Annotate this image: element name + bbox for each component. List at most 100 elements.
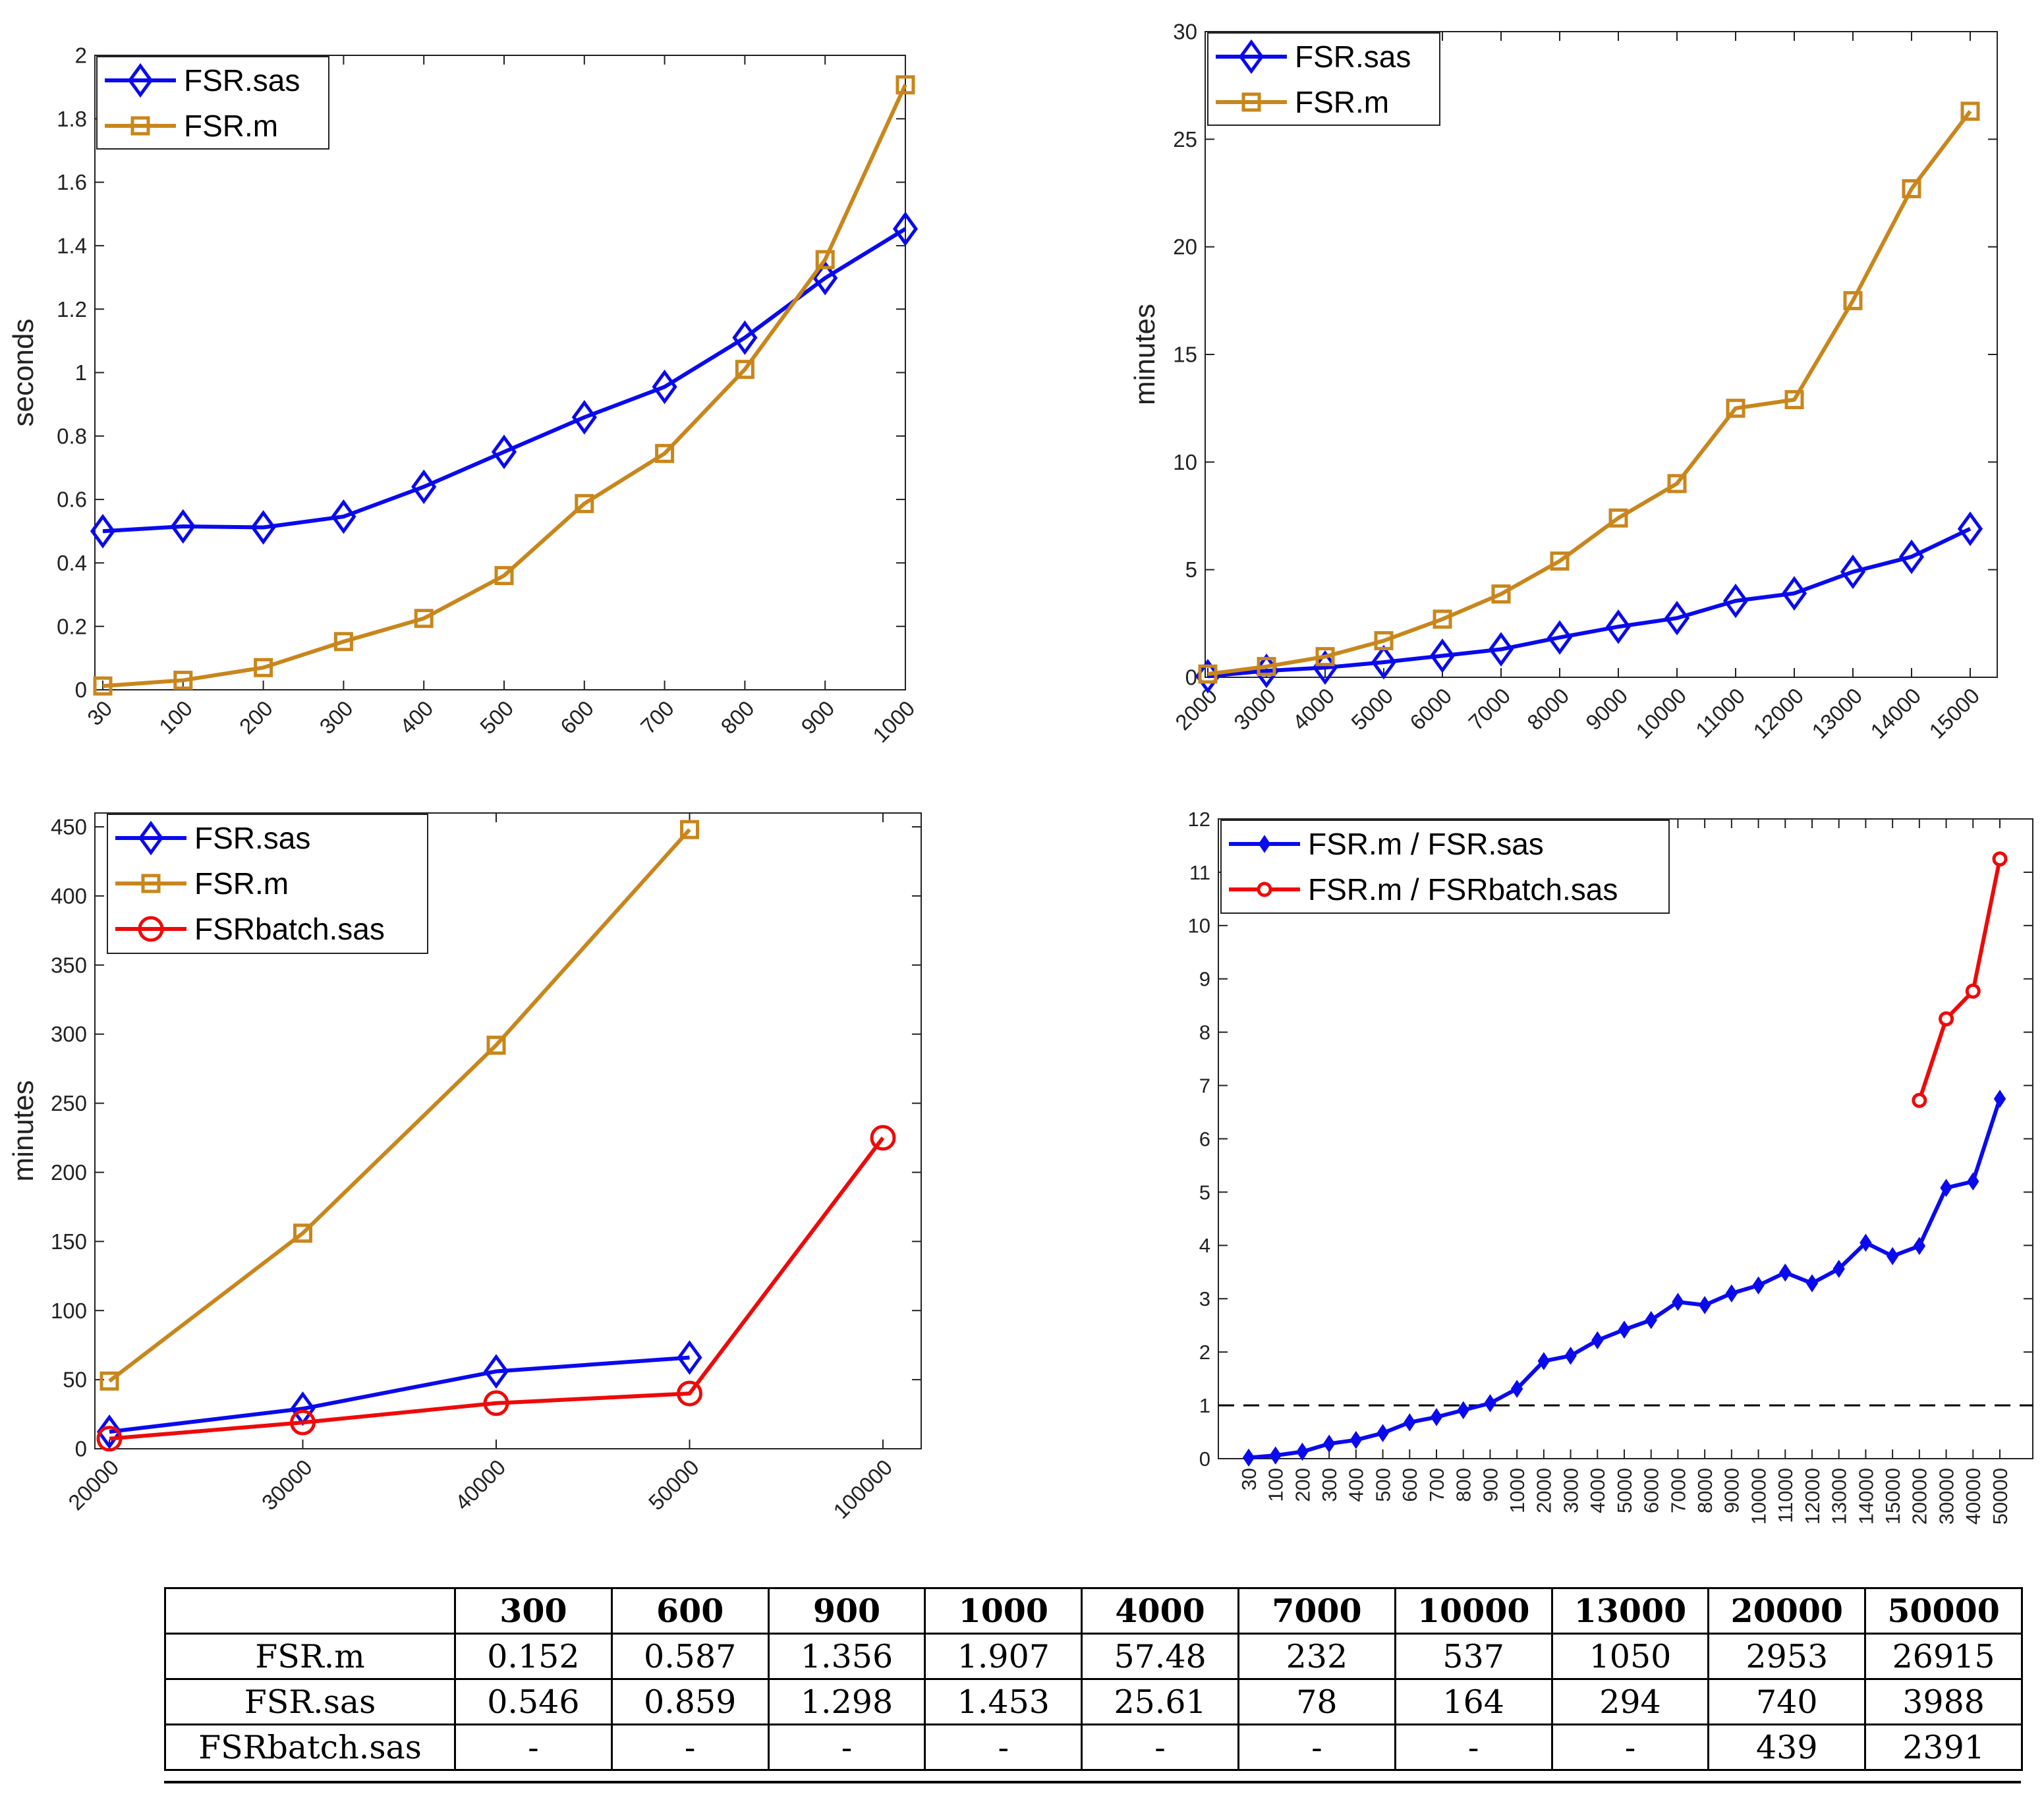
- data-point: [812, 260, 838, 296]
- data-point: [99, 1371, 119, 1391]
- x-tick-label: 500: [1371, 1468, 1394, 1502]
- x-tick-label: 13000: [1828, 1468, 1851, 1525]
- legend-marker: [1238, 39, 1264, 74]
- table-header-cell: 20000: [1707, 1587, 1867, 1635]
- table-header-cell: 900: [767, 1587, 926, 1635]
- table-header-row: 300 600 900 1000 4000 7000 10000 13000 2…: [164, 1587, 2023, 1635]
- y-tick-label: 1.6: [57, 170, 87, 194]
- y-tick-label: 8: [1199, 1021, 1210, 1044]
- x-tick-label: 50000: [1989, 1468, 2012, 1525]
- y-tick-label: 15: [1173, 343, 1197, 367]
- data-point: [1605, 609, 1632, 644]
- x-tick-label: 300: [1318, 1468, 1341, 1502]
- legend-label: FSR.m: [1295, 85, 1389, 119]
- legend-label: FSR.m: [184, 109, 278, 143]
- data-point: [170, 509, 196, 544]
- data-point: [1912, 1092, 1927, 1108]
- table-row-label: FSR.sas: [164, 1678, 456, 1725]
- x-tick-label: 11000: [1691, 683, 1749, 742]
- data-point: [1377, 1424, 1389, 1442]
- data-point: [895, 75, 915, 95]
- data-point: [655, 443, 675, 463]
- table-cell: 537: [1394, 1633, 1553, 1680]
- series-line: [1917, 858, 2002, 1102]
- data-point: [652, 369, 677, 405]
- data-point: [1550, 551, 1570, 571]
- x-tick-label: 7000: [1666, 1468, 1689, 1513]
- data-point: [677, 1340, 702, 1375]
- data-point: [1843, 291, 1863, 310]
- y-tick-label: 25: [1173, 127, 1197, 152]
- data-point: [1898, 539, 1925, 575]
- data-point: [1564, 1347, 1577, 1365]
- data-point: [1371, 644, 1397, 680]
- y-axis-label: minutes: [7, 1080, 40, 1181]
- y-tick-label: 0.8: [57, 424, 87, 448]
- table-cell: 25.61: [1081, 1678, 1239, 1725]
- data-point: [1698, 1296, 1711, 1314]
- data-point: [1198, 664, 1218, 684]
- data-point: [1488, 632, 1514, 667]
- plot-frame: [94, 55, 906, 690]
- x-tick-label: 700: [636, 696, 679, 739]
- series-line: [1207, 110, 1972, 677]
- data-point: [93, 676, 113, 696]
- y-tick-label: 6: [1199, 1127, 1210, 1150]
- legend-box: [1220, 820, 1670, 914]
- data-point: [1429, 638, 1456, 673]
- table-cell: 1.907: [924, 1633, 1083, 1680]
- y-tick-label: 11: [1189, 861, 1210, 884]
- data-point: [483, 1390, 509, 1416]
- data-point: [680, 820, 699, 839]
- table-cell: 3988: [1864, 1678, 2023, 1725]
- x-tick-label: 7000: [1463, 683, 1515, 735]
- plot-frame: [1218, 818, 2033, 1459]
- data-point: [1939, 1011, 1954, 1026]
- data-point: [173, 671, 193, 690]
- legend-label: FSR.sas: [184, 63, 300, 98]
- data-point: [1667, 474, 1687, 493]
- data-point: [1832, 1260, 1845, 1278]
- plot-frame: [1205, 31, 1998, 678]
- legend: FSR.sas FSR.m: [96, 56, 329, 150]
- x-tick-label: 13000: [1807, 683, 1867, 743]
- data-point: [1992, 851, 2008, 867]
- data-point: [1547, 620, 1573, 655]
- x-tick-label: 12000: [1801, 1468, 1824, 1525]
- data-point: [290, 1409, 316, 1436]
- data-point: [892, 211, 919, 246]
- data-point: [1886, 1247, 1899, 1266]
- y-tick-label: 350: [51, 953, 87, 977]
- data-point: [1296, 1442, 1309, 1461]
- x-tick-label: 15000: [1924, 683, 1984, 743]
- y-tick-label: 0.2: [57, 614, 87, 638]
- table-header-cell: 7000: [1237, 1587, 1396, 1635]
- x-tick-label: 300: [315, 696, 358, 739]
- x-tick-label: 4000: [1288, 683, 1339, 735]
- x-tick-label: 900: [796, 696, 839, 739]
- data-point: [1457, 1401, 1469, 1420]
- x-tick-label: 20000: [1908, 1468, 1931, 1525]
- data-point: [411, 469, 437, 505]
- data-point: [1242, 1448, 1255, 1467]
- table-cell: 0.859: [610, 1678, 770, 1725]
- table-cell: -: [1394, 1724, 1553, 1771]
- x-tick-label: 14000: [1865, 683, 1925, 743]
- x-tick-label: 5000: [1346, 683, 1398, 735]
- data-point: [1510, 1380, 1523, 1398]
- table-cell: -: [924, 1724, 1083, 1771]
- y-tick-label: 100: [51, 1299, 87, 1323]
- table-cell: 294: [1550, 1678, 1710, 1725]
- x-tick-label: 800: [1452, 1468, 1475, 1502]
- legend: FSR.sas FSR.m FSRbatch.sas: [107, 814, 428, 954]
- x-tick-label: 20000: [63, 1455, 123, 1515]
- data-point: [1349, 1430, 1363, 1449]
- series-fsr-m-fsrbatch-sas: [1912, 851, 2008, 1108]
- data-point: [483, 1354, 509, 1389]
- y-tick-label: 50: [63, 1368, 87, 1392]
- y-tick-label: 1.4: [57, 233, 87, 258]
- x-tick-label: 30000: [1935, 1468, 1958, 1525]
- y-tick-label: 10: [1173, 450, 1197, 474]
- data-point: [735, 360, 754, 379]
